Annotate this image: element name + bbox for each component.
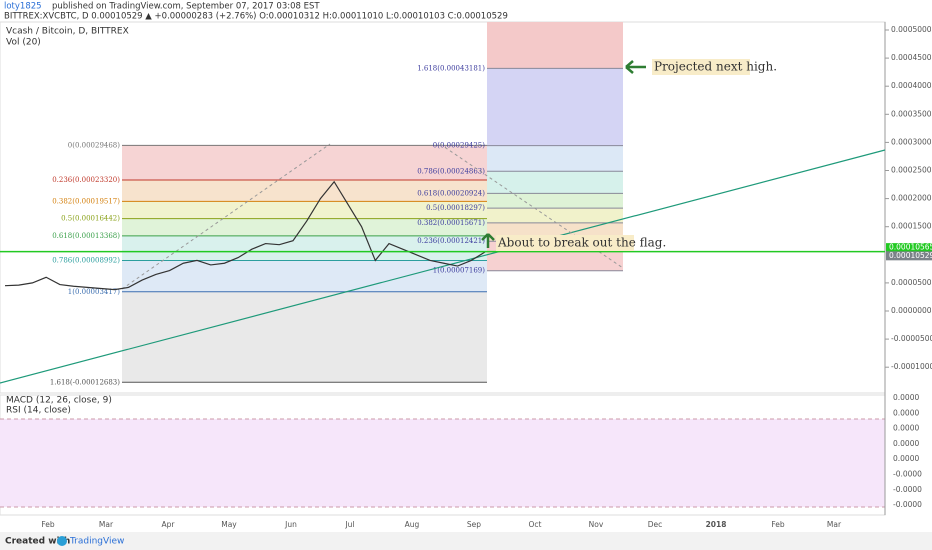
logo [57, 536, 67, 546]
price-tick-label: 0.00030000 [891, 137, 932, 146]
fib-label: 0.786(0.00008992) [52, 256, 120, 264]
time-tick-label: Feb [771, 520, 785, 529]
arrow [481, 233, 495, 248]
time-tick-label: Mar [99, 520, 114, 529]
lower-tick-label: -0.0000 [893, 485, 922, 494]
time-tick-label: May [221, 520, 237, 529]
price-line [4, 180, 486, 291]
price-tick-label: 0.00045000 [891, 53, 932, 62]
fib-label: 1.618(-0.00012683) [50, 378, 120, 386]
price-tick-label: 0.00025000 [891, 166, 932, 175]
fib-label: 0.236(0.00023320) [52, 176, 120, 184]
annotation-box [652, 59, 750, 75]
lower-tick-label: 0.0000 [893, 439, 919, 448]
fib-label: 0.618(0.00020924) [417, 189, 485, 197]
time-tick-label: Dec [648, 520, 663, 529]
fibs: 0(0.00029468) 0.236(0.00023320) 0.382(0.00… [50, 22, 623, 386]
fib-zone [487, 208, 623, 223]
annotation: Projected next high. [654, 60, 777, 74]
fib-label: 0.618(0.00013368) [52, 232, 120, 240]
rsi-band [0, 419, 885, 507]
time-tick-label: Feb [41, 520, 55, 529]
lower-tick-label: -0.0000 [893, 470, 922, 479]
price-tick-label: 0.00035000 [891, 109, 932, 118]
lower-tick-label: 0.0000 [893, 424, 919, 433]
lower-tick-label: 0.0000 [893, 408, 919, 417]
price-tick-label: -0.00005000 [891, 334, 932, 343]
fib-label: 0.786(0.00024863) [417, 167, 485, 175]
fib-diagonal [439, 143, 624, 269]
fib-label: 0(0.00029425) [433, 142, 485, 150]
published-text: published on TradingView.com, September … [52, 2, 320, 12]
lower-tick-label: 0.0000 [893, 454, 919, 463]
trend-line [0, 149, 886, 384]
annotation: About to break out the flag. [497, 236, 666, 250]
price-tick-label: 0.00040000 [891, 81, 932, 90]
time-tick-label: Mar [827, 520, 842, 529]
time-tick-label: Jul [344, 520, 354, 529]
fib-label: 0.5(0.00016442) [61, 215, 120, 223]
fib-zone [487, 22, 623, 69]
fib-zone [487, 171, 623, 194]
fib-zone [122, 179, 487, 202]
lines [0, 143, 886, 384]
fib-zone [487, 193, 623, 209]
fib-zone [122, 145, 487, 180]
lower-tick-label: 0.0000 [893, 393, 919, 402]
time-tick-label: Aug [405, 520, 420, 529]
price-badge-label: 0.00010529 [889, 251, 932, 260]
footer-text: Created with [5, 537, 70, 547]
fib-label: 0.382(0.00015671) [417, 219, 485, 227]
price-tick-label: 0.00005000 [891, 278, 932, 287]
fib-zone [122, 260, 487, 292]
price-badge [886, 251, 932, 261]
fib-zone [122, 201, 487, 219]
pair-legend: Vcash / Bitcoin, D, BITTREX [6, 27, 129, 37]
fib-label: 1(0.00003417) [68, 288, 120, 296]
footer-bar [0, 532, 932, 550]
time-tick-label: Apr [162, 520, 176, 529]
fib-label: 0.236(0.00012421) [417, 237, 485, 245]
fib-zone [487, 68, 623, 146]
price-tick-label: 0.00015000 [891, 222, 932, 231]
price-tick-label: 0.00000000 [891, 306, 932, 315]
fib-label: 1(0.00007169) [433, 267, 485, 275]
fib-zone [487, 145, 623, 172]
time-tick-label: Sep [467, 520, 481, 529]
fib-diagonal [121, 143, 331, 290]
price-badge-label: 0.00010565 [889, 243, 932, 252]
lower-tick-label: -0.0000 [893, 500, 922, 509]
plot: 0.00050000 0.00045000 0.00040000 0.00035000… [0, 25, 932, 529]
fib-label: 0.382(0.00019517) [52, 197, 120, 205]
fib-zone [122, 218, 487, 236]
price-badge [886, 243, 932, 253]
volume-legend: Vol (20) [6, 38, 41, 48]
time-tick-label: Oct [529, 520, 542, 529]
time-tick-label: Nov [589, 520, 604, 529]
fib-label: 0.5(0.00018297) [426, 204, 485, 212]
publisher[interactable]: loty1825 [4, 2, 42, 12]
footer-brand[interactable]: TradingView [69, 537, 124, 547]
rsi-legend: RSI (14, close) [6, 406, 71, 416]
symbol-line: BITTREX:XVCBTC, D 0.00010529 ▲ +0.000002… [4, 12, 508, 22]
arrow [625, 60, 646, 74]
macd-legend: MACD (12, 26, close, 9) [6, 396, 112, 406]
time-tick-label: Jun [284, 520, 297, 529]
fib-label: 1.618(0.00043181) [417, 64, 485, 72]
fib-label: 0(0.00029468) [68, 141, 120, 149]
fib-zone [122, 291, 487, 383]
time-tick-label: 2018 [706, 520, 727, 529]
price-tick-label: 0.00020000 [891, 194, 932, 203]
annotation-box [496, 235, 634, 251]
price-tick-label: 0.00050000 [891, 25, 932, 34]
fib-zone [122, 235, 487, 261]
